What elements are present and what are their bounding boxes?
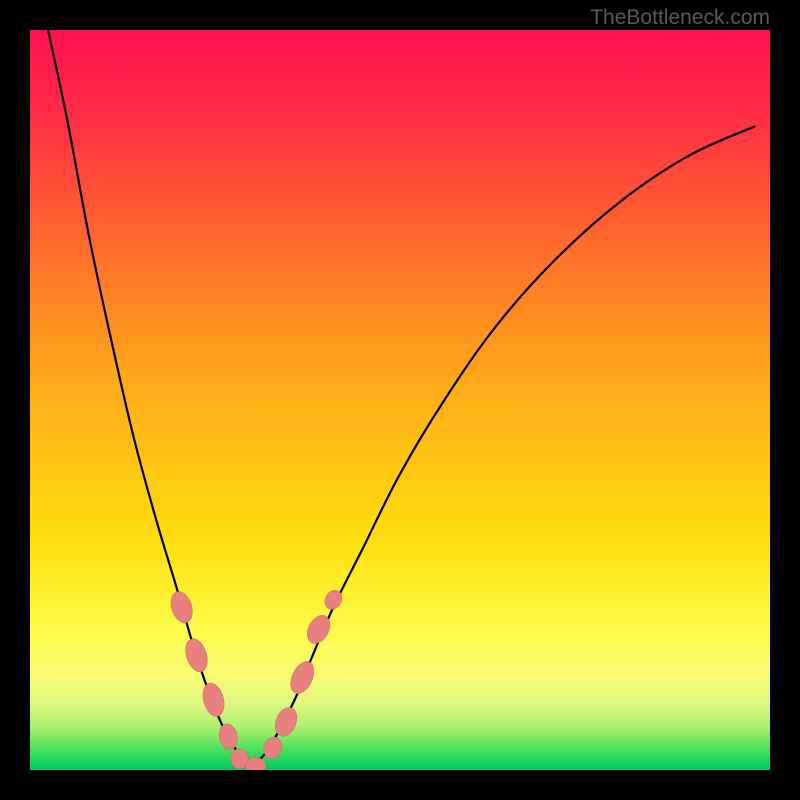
data-marker [182,636,212,675]
data-marker [271,704,301,739]
watermark: TheBottleneck.com [590,6,770,30]
data-marker [167,589,196,626]
data-marker [261,735,285,761]
data-marker [286,658,318,697]
data-marker [217,722,240,751]
data-marker [199,681,227,719]
data-marker [321,587,345,612]
data-markers [30,30,770,770]
chart-container [30,30,770,770]
data-marker [303,611,335,647]
